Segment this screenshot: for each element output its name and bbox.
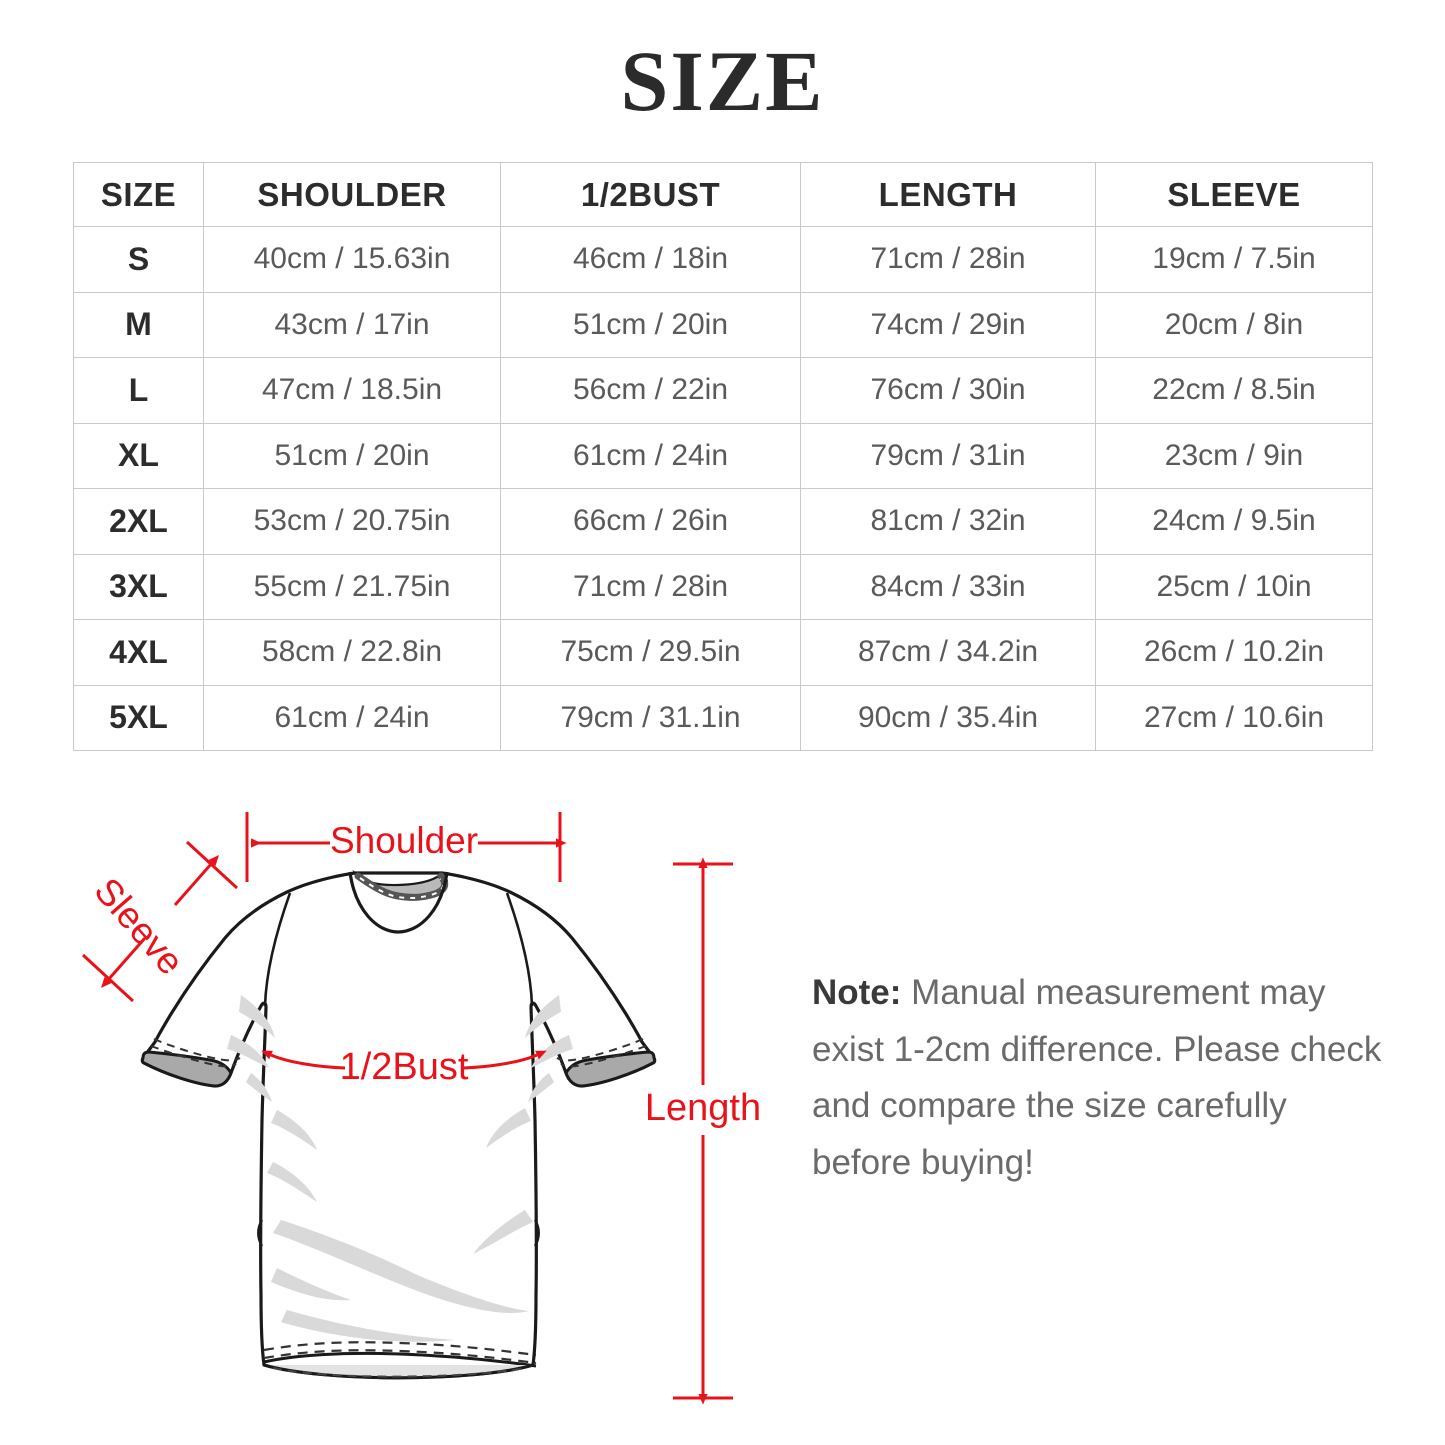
table-row: 3XL 55cm / 21.75in 71cm / 28in 84cm / 33… [73,553,1373,620]
note-text: Manual measurement may exist 1-2cm diffe… [812,973,1382,1183]
tshirt-measurement-diagram: Shoulder Sleeve 1/2Bust Length [55,790,795,1430]
bottom-hem-fold-stitch [272,1367,526,1378]
bust-label: 1/2Bust [340,1046,469,1088]
sleeve-arrow-down [100,937,147,988]
length-label: Length [645,1087,761,1129]
table-row: 5XL 61cm / 24in 79cm / 31.1in 90cm / 35.… [73,684,1373,751]
column-header-shoulder: SHOULDER [203,162,501,227]
length-measure-annotation: Length [645,857,761,1405]
table-row: S 40cm / 15.63in 46cm / 18in 71cm / 28in… [73,226,1373,293]
tshirt-illustration [140,869,657,1380]
table-row: 2XL 53cm / 20.75in 66cm / 26in 81cm / 32… [73,488,1373,555]
cell-length: 87cm / 34.2in [800,619,1096,686]
cell-sleeve: 25cm / 10in [1095,553,1373,620]
table-row: 4XL 58cm / 22.8in 75cm / 29.5in 87cm / 3… [73,619,1373,686]
cell-shoulder: 55cm / 21.75in [203,553,501,620]
cell-size: 2XL [73,488,204,555]
cell-sleeve: 26cm / 10.2in [1095,619,1373,686]
cell-size: 3XL [73,553,204,620]
cell-shoulder: 47cm / 18.5in [203,357,501,424]
column-header-bust: 1/2BUST [500,162,801,227]
cell-size: 4XL [73,619,204,686]
table-header-row: SIZE SHOULDER 1/2BUST LENGTH SLEEVE [73,162,1373,227]
side-notch-right [533,1219,540,1247]
cell-shoulder: 51cm / 20in [203,422,501,489]
cell-length: 79cm / 31in [800,422,1096,489]
cell-bust: 79cm / 31.1in [500,684,801,751]
shoulder-measure-annotation: Shoulder [245,812,567,882]
cell-bust: 61cm / 24in [500,422,801,489]
collar-outer-edge [348,871,449,934]
column-header-sleeve: SLEEVE [1095,162,1373,227]
cuff-opening-right [564,1050,657,1088]
measurement-note: Note: Manual measurement may exist 1-2cm… [812,965,1382,1192]
cell-shoulder: 40cm / 15.63in [203,226,501,293]
cell-shoulder: 53cm / 20.75in [203,488,501,555]
column-header-size: SIZE [73,162,204,227]
cell-bust: 56cm / 22in [500,357,801,424]
cell-size: XL [73,422,204,489]
table-row: L 47cm / 18.5in 56cm / 22in 76cm / 30in … [73,357,1373,424]
shoulder-seam-left [263,892,292,1007]
table-row: XL 51cm / 20in 61cm / 24in 79cm / 31in 2… [73,422,1373,489]
cell-sleeve: 23cm / 9in [1095,422,1373,489]
cell-sleeve: 19cm / 7.5in [1095,226,1373,293]
bust-measure-annotation: 1/2Bust [261,1046,547,1088]
cell-size: L [73,357,204,424]
sleeve-label: Sleeve [86,870,191,982]
cuff-opening-left [140,1050,233,1088]
cell-length: 71cm / 28in [800,226,1096,293]
cell-length: 90cm / 35.4in [800,684,1096,751]
cuff-hem-stitch-right [560,1045,647,1068]
bust-arrow-left [261,1050,346,1070]
size-chart-table: SIZE SHOULDER 1/2BUST LENGTH SLEEVE S 40… [73,162,1373,751]
cell-shoulder: 58cm / 22.8in [203,619,501,686]
cell-size: S [73,226,204,293]
cell-length: 81cm / 32in [800,488,1096,555]
cell-length: 74cm / 29in [800,291,1096,358]
cell-sleeve: 27cm / 10.6in [1095,684,1373,751]
cell-bust: 75cm / 29.5in [500,619,801,686]
cell-size: 5XL [73,684,204,751]
shoulder-seam-right [505,892,534,1007]
cell-length: 84cm / 33in [800,553,1096,620]
size-chart-table-container: SIZE SHOULDER 1/2BUST LENGTH SLEEVE S 40… [73,162,1373,751]
cell-bust: 66cm / 26in [500,488,801,555]
cell-length: 76cm / 30in [800,357,1096,424]
cell-bust: 46cm / 18in [500,226,801,293]
cell-shoulder: 61cm / 24in [203,684,501,751]
fabric-shading [227,995,573,1342]
bottom-hem-stitch-inner [263,1349,537,1365]
table-row: M 43cm / 17in 51cm / 20in 74cm / 29in 20… [73,291,1373,358]
bottom-hem-edge-curve [263,1351,537,1368]
cell-shoulder: 43cm / 17in [203,291,501,358]
shoulder-label: Shoulder [330,820,478,861]
side-notch-left [257,1219,264,1247]
sleeve-arrow-up [173,855,220,906]
cuff-hem-stitch2-right [556,1038,644,1062]
cell-sleeve: 20cm / 8in [1095,291,1373,358]
cuff-hem-stitch-left [150,1045,237,1068]
cell-bust: 71cm / 28in [500,553,801,620]
cuff-hem-stitch2-left [153,1038,241,1062]
bottom-hem-stitch-outer [263,1341,537,1357]
tshirt-body-outline [140,871,657,1380]
cell-sleeve: 22cm / 8.5in [1095,357,1373,424]
cell-sleeve: 24cm / 9.5in [1095,488,1373,555]
cell-size: M [73,291,204,358]
column-header-length: LENGTH [800,162,1096,227]
note-label: Note: [812,973,902,1012]
cell-bust: 51cm / 20in [500,291,801,358]
bust-arrow-right [462,1050,547,1070]
page-title: SIZE [620,33,825,129]
